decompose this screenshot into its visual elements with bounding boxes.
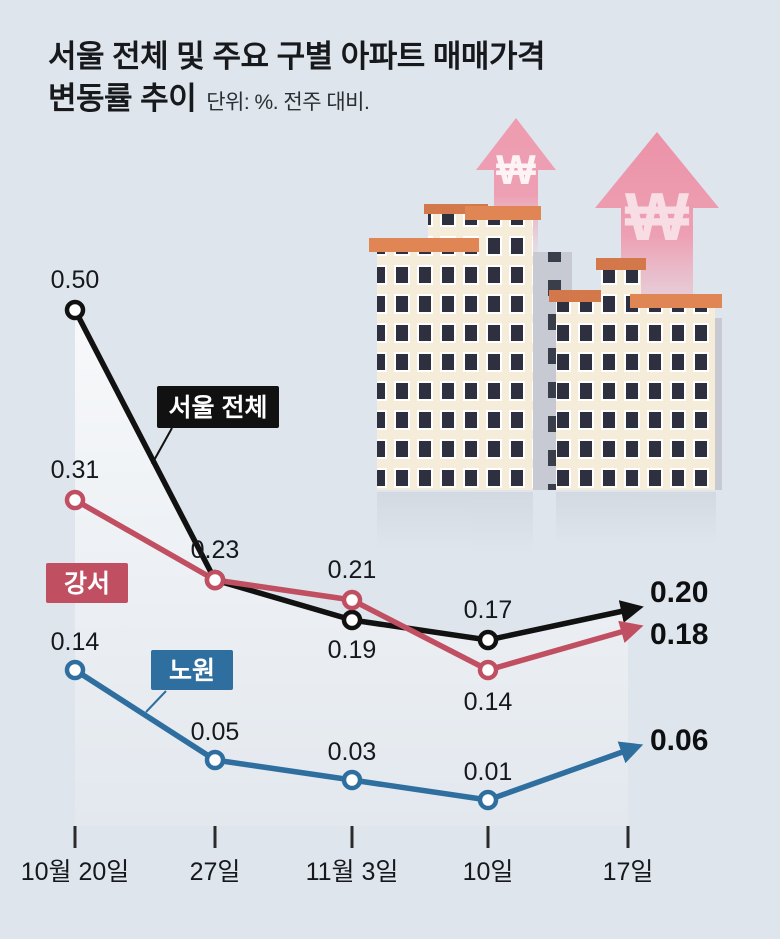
building-reflection: [377, 492, 716, 552]
data-point-gangseo: [341, 589, 363, 611]
chart-title-line1: 서울 전체 및 주요 구별 아파트 매매가격: [48, 39, 546, 74]
page-title: 서울 전체 및 주요 구별 아파트 매매가격 변동률 추이 단위: %. 전주 대…: [48, 36, 748, 119]
value-label-nowon: 0.14: [51, 628, 100, 656]
area-fill: [75, 310, 628, 826]
value-label-gangseo: 0.21: [328, 556, 377, 584]
series-label-gangseo: 강서: [46, 563, 128, 603]
chart-subtitle: 단위: %. 전주 대비.: [206, 90, 370, 114]
series-label-seoul-total: 서울 전체: [157, 386, 279, 428]
data-point-nowon: [341, 769, 363, 791]
building-right-front: [630, 294, 722, 490]
value-label-seoul-total: 0.50: [51, 266, 100, 294]
chart-title-line2: 변동률 추이: [48, 80, 197, 116]
x-axis-label: 10일: [463, 858, 514, 886]
data-point-seoul-total: [64, 299, 86, 321]
value-label-nowon: 0.01: [464, 758, 513, 786]
data-point-gangseo: [64, 489, 86, 511]
won-symbol-large-icon: ₩: [625, 179, 690, 255]
value-label-gangseo: 0.31: [51, 456, 100, 484]
series-label-text-seoul-total: 서울 전체: [169, 394, 268, 422]
label-connector-seoul-total: [151, 427, 173, 465]
data-point-gangseo: [477, 659, 499, 681]
value-label-gangseo: 0.14: [464, 688, 513, 716]
x-axis-label: 10월 20일: [21, 858, 130, 886]
end-value-label-seoul-total: 0.20: [650, 576, 708, 609]
value-label-seoul-total: 0.23: [191, 536, 240, 564]
data-point-nowon: [64, 659, 86, 681]
data-point-nowon: [477, 789, 499, 811]
data-point-seoul-total: [341, 609, 363, 631]
series-label-text-nowon: 노원: [169, 657, 215, 685]
data-point-nowon: [204, 749, 226, 771]
data-point-seoul-total: [477, 629, 499, 651]
series-label-nowon: 노원: [151, 650, 233, 690]
x-axis-label: 27일: [190, 858, 241, 886]
x-axis-label: 17일: [603, 858, 654, 886]
end-value-label-nowon: 0.06: [650, 724, 708, 757]
value-label-nowon: 0.05: [191, 718, 240, 746]
value-label-nowon: 0.03: [328, 738, 377, 766]
header: 서울 전체 및 주요 구별 아파트 매매가격 변동률 추이 단위: %. 전주 대…: [48, 36, 748, 119]
value-label-seoul-total: 0.19: [328, 636, 377, 664]
apartment-illustration: ₩ ₩: [369, 118, 722, 552]
value-label-seoul-total: 0.17: [464, 596, 513, 624]
line-chart: 0.50 0.23 0.19 0.17 0.31 0.21 0.14 0.14 0.05 0.03…: [21, 266, 709, 886]
won-symbol-small-icon: ₩: [496, 146, 536, 193]
series-label-text-gangseo: 강서: [64, 570, 110, 598]
building-front-second: [465, 206, 541, 490]
data-point-gangseo: [204, 569, 226, 591]
building-front-left: [369, 238, 479, 490]
label-connector-nowon: [145, 690, 167, 713]
x-axis-label: 11월 3일: [306, 858, 399, 886]
end-value-label-gangseo: 0.18: [650, 618, 708, 651]
